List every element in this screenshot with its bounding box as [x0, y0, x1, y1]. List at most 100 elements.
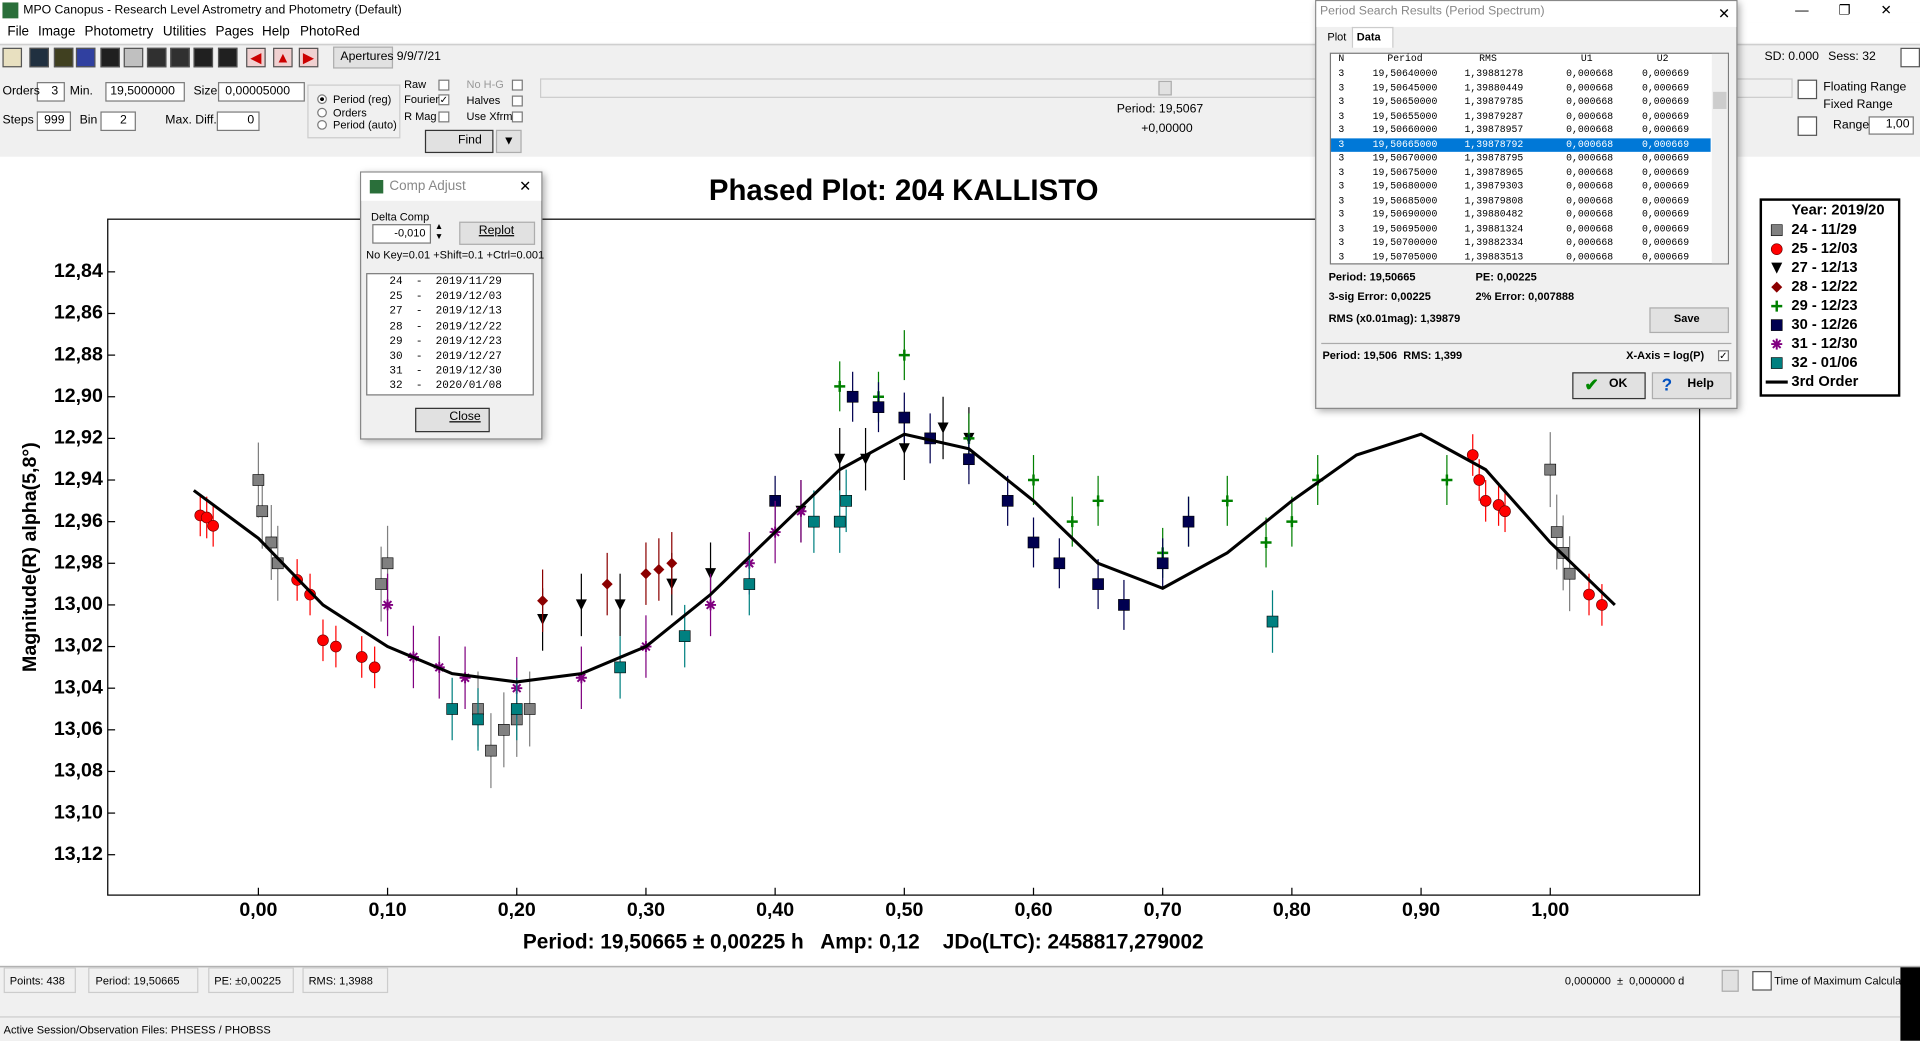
close-button[interactable] [415, 407, 490, 433]
point [834, 453, 846, 465]
window-controls[interactable]: — ❐ ✕ [1795, 3, 1892, 19]
tool-icon[interactable] [1752, 971, 1772, 991]
radio-label: Period (auto) [333, 118, 397, 132]
checkbox[interactable]: ✓ [1717, 350, 1729, 362]
scroll-tab[interactable] [1900, 967, 1920, 1041]
point [846, 390, 859, 403]
tool-icon[interactable] [1797, 116, 1818, 136]
control-size: 0,00005000 [225, 84, 291, 98]
close-x[interactable]: ✕ [519, 177, 532, 195]
tool-arrow[interactable]: ▲ [273, 47, 293, 68]
point [678, 630, 691, 642]
point [614, 661, 626, 674]
bin-input[interactable] [100, 111, 136, 132]
tool-icon[interactable] [29, 47, 49, 68]
tool-icon[interactable] [170, 47, 190, 68]
plot-frame [107, 218, 1701, 896]
tool-icon[interactable] [217, 47, 238, 68]
chart-title: Phased Plot: 204 KALLISTO [709, 174, 1099, 207]
table-cell: 19,50655000 [1372, 110, 1438, 122]
radio-label: Period (reg) [333, 93, 392, 106]
delta-input[interactable] [372, 224, 432, 244]
point [256, 505, 269, 518]
x-tick-label: 0,00 [239, 899, 277, 921]
range-input[interactable] [1868, 116, 1914, 135]
close-x[interactable]: ✕ [1717, 4, 1731, 23]
point [898, 411, 911, 424]
tool-icon[interactable] [1797, 79, 1818, 100]
table-cell: 1,39878957 [1464, 124, 1524, 136]
scrollbar[interactable] [1711, 53, 1728, 264]
help-button[interactable] [1651, 372, 1732, 400]
checkbox[interactable] [511, 95, 523, 107]
ok-button[interactable] [1572, 372, 1646, 400]
table-cell: 3 [1338, 124, 1345, 136]
tool-icon[interactable] [1900, 47, 1920, 68]
column-header: N [1338, 53, 1345, 65]
tab-active[interactable] [1351, 26, 1394, 48]
point [743, 578, 756, 590]
checkbox[interactable] [438, 111, 450, 123]
save-button[interactable] [1649, 307, 1729, 334]
spin-button[interactable] [1721, 969, 1739, 992]
replot-label: Replot [478, 224, 515, 238]
size-input[interactable] [217, 82, 305, 102]
results-table[interactable] [1329, 52, 1729, 265]
point [200, 511, 213, 524]
radio[interactable] [317, 120, 327, 130]
table-cell: 1,39878792 [1464, 138, 1524, 151]
separator [0, 1016, 1901, 1018]
steps-input[interactable] [36, 111, 72, 132]
scroll-thumb[interactable] [1713, 91, 1727, 109]
tool-icon[interactable] [53, 47, 74, 68]
tool-arrow[interactable]: ▶ [298, 47, 319, 68]
menu-item: File [7, 24, 30, 40]
comp-list[interactable] [366, 273, 534, 396]
table-cell: 3 [1338, 195, 1345, 207]
apertures-button[interactable] [333, 46, 394, 69]
min-input[interactable] [105, 82, 185, 102]
tab: Data [1356, 30, 1381, 43]
table-cell: 19,50685000 [1372, 195, 1438, 207]
slider-thumb[interactable] [1158, 80, 1172, 96]
point [459, 672, 471, 684]
tool-icon[interactable] [100, 47, 121, 68]
tool-icon[interactable] [75, 47, 96, 68]
point [1466, 449, 1479, 461]
checkbox[interactable] [511, 111, 523, 123]
find-dropdown[interactable]: ▼ [495, 129, 522, 154]
checkbox[interactable]: ✓ [438, 94, 450, 106]
point [575, 599, 587, 611]
radio[interactable] [317, 107, 327, 118]
tab: Plot [1327, 30, 1347, 43]
table-cell: 1,39879303 [1464, 181, 1524, 193]
point [1583, 588, 1595, 601]
checkbox[interactable] [438, 79, 450, 91]
find-button[interactable] [424, 129, 494, 154]
maxdiff-input[interactable] [216, 111, 260, 132]
list-item: 25 - 2019/12/03 [389, 290, 502, 303]
check-label: Halves [466, 94, 501, 107]
checkbox[interactable] [511, 79, 523, 91]
column-header: U1 [1580, 53, 1593, 65]
selected-row[interactable] [1331, 138, 1711, 152]
status-cell [302, 967, 389, 994]
tool-arrow[interactable]: ◀ [246, 47, 266, 68]
legend-swatch [1771, 262, 1783, 274]
check-label: R Mag [404, 110, 437, 123]
tool-icon[interactable] [193, 47, 214, 68]
tool-icon[interactable] [123, 47, 144, 68]
replot-button[interactable] [459, 221, 536, 245]
point [666, 557, 678, 569]
tool-icon[interactable] [146, 47, 167, 68]
radio[interactable] [317, 94, 327, 105]
dialog-title-bar [1316, 1, 1737, 27]
spin[interactable]: ▲ ▼ [434, 222, 444, 242]
table-cell: 0,000668 [1566, 237, 1614, 249]
legend-label: 24 - 11/29 [1791, 222, 1856, 238]
orders-input[interactable] [36, 82, 65, 102]
point [368, 661, 381, 674]
table-cell: 0,000669 [1642, 124, 1690, 136]
legend-label: 28 - 12/22 [1791, 279, 1857, 295]
tool-icon[interactable] [2, 47, 23, 68]
